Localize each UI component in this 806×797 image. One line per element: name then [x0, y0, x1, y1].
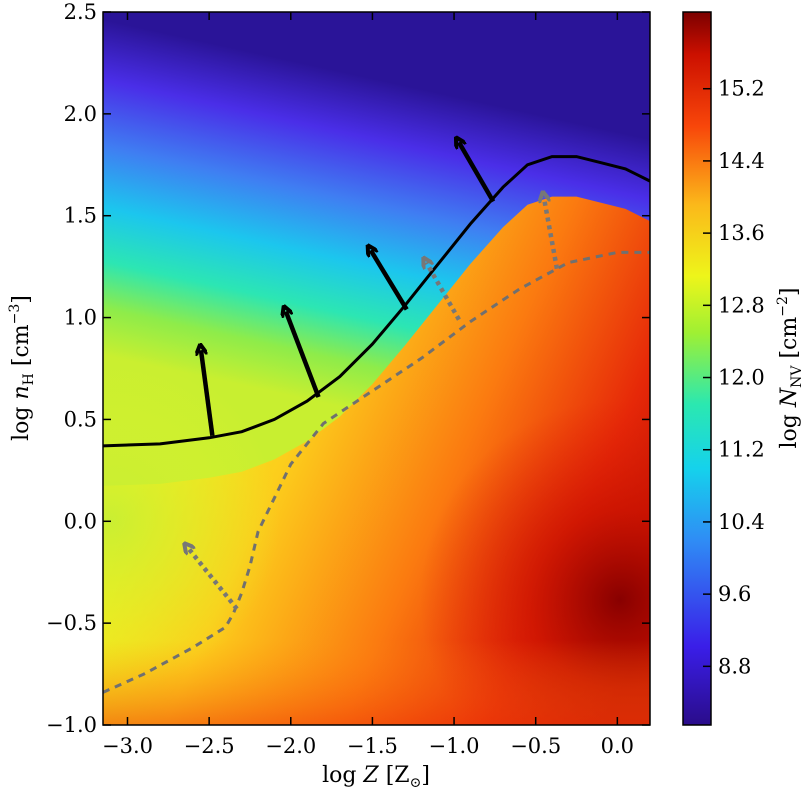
colorbar-tick-label: 8.8	[718, 654, 751, 678]
colorbar-tick-label: 12.0	[718, 366, 765, 390]
x-tick-label: −1.0	[429, 734, 480, 758]
y-tick-label: 0.0	[64, 509, 97, 533]
colorbar-tick-label: 14.4	[718, 149, 765, 173]
solid-arrow	[459, 142, 496, 203]
dashed-contour-line	[103, 250, 650, 694]
x-tick-label: −2.0	[265, 734, 316, 758]
colorbar-label: log NNV [cm−2]	[775, 288, 805, 449]
solid-contour-line	[103, 155, 650, 448]
y-tick-label: 1.5	[64, 204, 97, 228]
colorbar-tick-label: 13.6	[718, 221, 765, 245]
solid-arrow	[286, 311, 321, 398]
x-tick-label: −2.5	[184, 734, 235, 758]
colorbar-tick-label: 11.2	[718, 438, 765, 462]
x-tick-label: −0.5	[510, 734, 561, 758]
x-axis-label: log Z [Z⊙]	[322, 763, 430, 791]
colorbar-tick-label: 12.8	[718, 293, 765, 317]
y-tick-label: 1.0	[64, 306, 97, 330]
y-tick-label: −0.5	[46, 611, 97, 635]
colorbar-tick-label: 15.2	[718, 77, 765, 101]
solid-arrow	[371, 250, 409, 311]
y-tick-label: 2.0	[64, 102, 97, 126]
solid-arrow	[201, 350, 215, 437]
dashed-arrow	[188, 548, 239, 611]
colorbar-tick-label: 10.4	[718, 510, 765, 534]
colorbar-tick-label: 9.6	[718, 582, 751, 606]
x-tick-label: −3.0	[102, 734, 153, 758]
x-tick-label: −1.5	[347, 734, 398, 758]
x-tick-label: 0.0	[601, 734, 634, 758]
dashed-arrow	[426, 263, 461, 321]
y-tick-label: −1.0	[46, 713, 97, 737]
colorbar	[682, 11, 712, 726]
heatmap-field	[103, 12, 650, 725]
y-tick-label: 2.5	[64, 0, 97, 24]
y-tick-label: 0.5	[64, 407, 97, 431]
y-axis-label: log nH [cm−3]	[7, 295, 37, 441]
plot-frame	[102, 11, 651, 726]
